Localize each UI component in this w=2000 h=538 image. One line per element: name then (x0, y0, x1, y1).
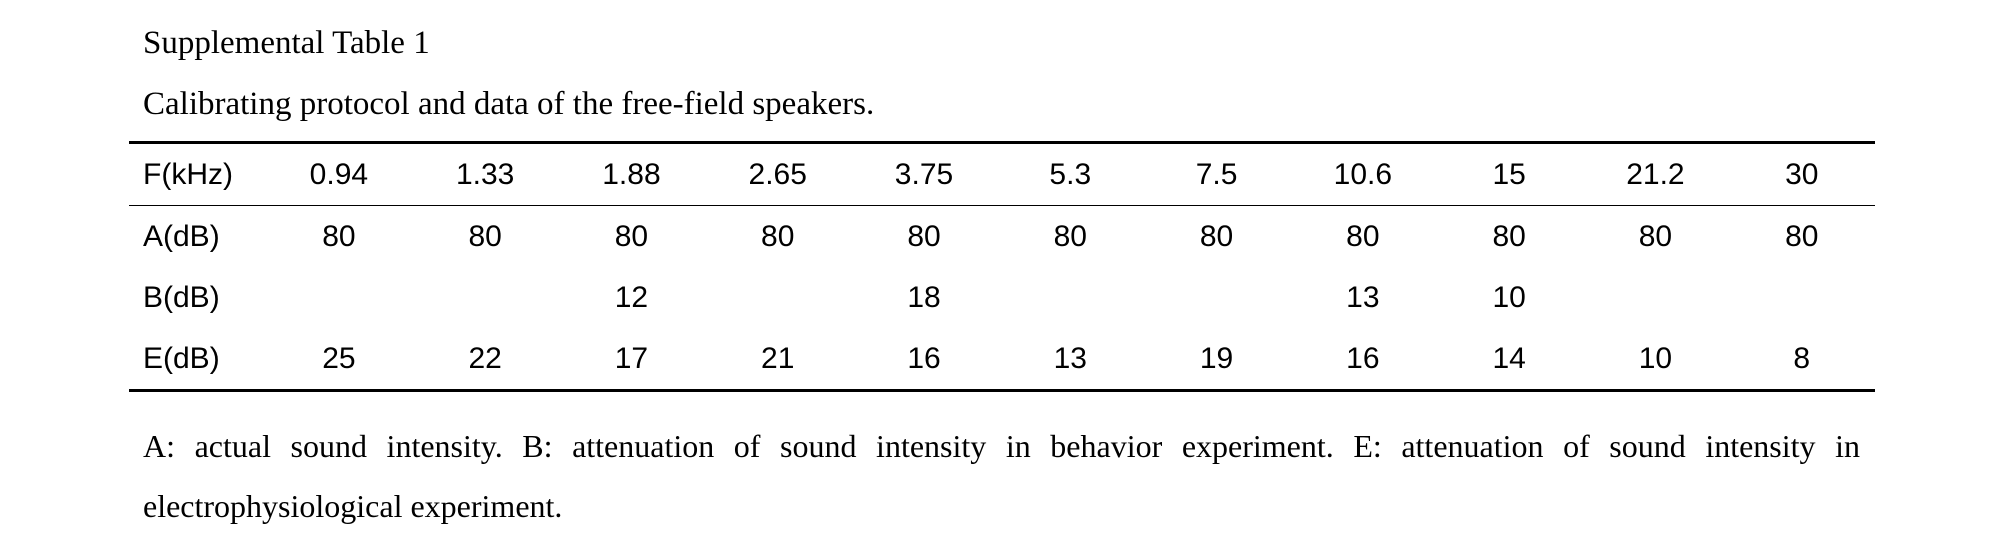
table-cell: 14 (1435, 328, 1583, 392)
row-header-a: A(dB) (143, 219, 220, 253)
table-cell: 80 (322, 219, 356, 253)
table-cell: 13 (997, 328, 1144, 392)
table-cell: 17 (558, 328, 705, 392)
table-cell: 80 (468, 219, 502, 253)
header-cell: 15 (1435, 141, 1583, 206)
table-cell (1582, 267, 1728, 328)
table-header-row: F(kHz) 0.94 1.33 1.88 2.65 3.75 5.3 7.5 … (129, 141, 1875, 206)
table-cell: 80 (761, 219, 795, 253)
table-cell (412, 267, 558, 328)
table-cell: 18 (907, 280, 941, 314)
header-cell: 21.2 (1582, 141, 1729, 206)
table-label: Supplemental Table 1 (143, 25, 430, 61)
table-cell: 16 (1289, 328, 1436, 392)
header-cell: 7.5 (1143, 141, 1290, 206)
calibration-table: F(kHz) 0.94 1.33 1.88 2.65 3.75 5.3 7.5 … (129, 141, 1875, 392)
header-cell: 1.33 (412, 141, 559, 206)
header-cell: 1.88 (558, 141, 705, 206)
table-cell: 10 (1582, 328, 1729, 392)
table-cell (997, 267, 1143, 328)
table-row-b: B(dB) 12 18 13 10 (129, 267, 1875, 328)
table-cell: 10 (1492, 280, 1526, 314)
table-cell (1729, 267, 1875, 328)
table-cell (1143, 267, 1289, 328)
table-row-e: E(dB) 25 22 17 21 16 13 19 16 14 10 8 (129, 328, 1875, 392)
header-cell: 0.94 (265, 141, 413, 206)
header-cell: 30 (1728, 141, 1875, 206)
table-cell: 80 (1492, 219, 1526, 253)
table-cell: 80 (1199, 219, 1234, 253)
table-cell: 25 (265, 328, 413, 392)
table-row-a: A(dB) 80 80 80 80 80 80 80 80 80 80 80 (129, 206, 1875, 268)
table-cell: 80 (1785, 219, 1819, 253)
table-cell: 22 (412, 328, 559, 392)
header-cell: 3.75 (850, 141, 998, 206)
table-cell: 21 (704, 328, 851, 392)
header-cell: 5.3 (997, 141, 1144, 206)
table-cell (705, 267, 851, 328)
row-header-e: E(dB) (129, 328, 266, 392)
row-header-b: B(dB) (143, 280, 220, 314)
table-cell: 80 (1638, 219, 1673, 253)
table-cell: 80 (614, 219, 649, 253)
table-cell: 80 (907, 219, 941, 253)
table-cell: 13 (1346, 280, 1380, 314)
table-cell: 19 (1143, 328, 1290, 392)
table-cell: 8 (1728, 328, 1875, 392)
header-cell: 2.65 (704, 141, 851, 206)
table-cell: 80 (1346, 219, 1380, 253)
table-footnote: A: actual sound intensity. B: attenuatio… (143, 428, 1860, 524)
table-title: Calibrating protocol and data of the fre… (143, 86, 875, 122)
table-cell: 80 (1053, 219, 1087, 253)
table-cell: 12 (614, 280, 649, 314)
table-cell: 16 (850, 328, 998, 392)
table-cell (266, 267, 412, 328)
row-header-frequency: F(kHz) (129, 141, 266, 206)
header-cell: 10.6 (1289, 141, 1436, 206)
